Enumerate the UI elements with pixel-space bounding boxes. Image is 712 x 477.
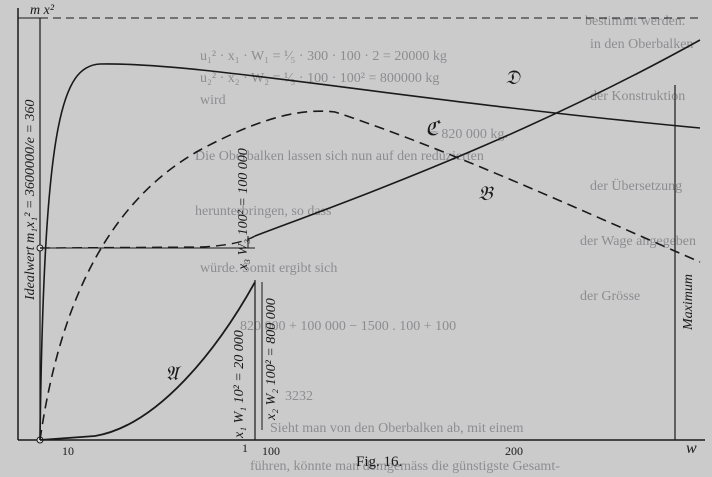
segment-label: x₂ W₂ 100² = 800 000 — [264, 298, 279, 421]
bleed-line: herunterbringen, so dass — [195, 204, 331, 219]
x-tick-label: 200 — [505, 444, 523, 458]
curve-label: ℭ — [425, 118, 442, 140]
bleed-line: würde. Somit ergibt sich — [200, 261, 337, 276]
segment-label: x₁ W₁ 10² = 20 000 — [232, 330, 247, 439]
ideal-value: Idealwert m₁x₁² = 3600000/e = 360 — [23, 100, 38, 301]
bleed-through: u₁² · x₁ · W₁ = ¹⁄₅ · 300 · 100 · 2 = 20… — [195, 14, 696, 474]
bleed-line: der Grösse — [580, 289, 640, 304]
curve-b-dashed — [39, 235, 256, 249]
x-tick-label: 1 — [242, 441, 248, 455]
bleed-line: der Übersetzung — [590, 177, 682, 194]
bleed-line: 3232 — [285, 389, 313, 404]
caption: Fig. 16. — [356, 454, 402, 470]
bleed-line: Die Oberbalken lassen sich nun auf den r… — [195, 149, 484, 164]
bleed-line: der Konstruktion — [590, 89, 685, 104]
axes — [17, 8, 705, 444]
bleed-line: Sieht man von den Oberbalken ab, mit ein… — [270, 421, 524, 436]
bleed-line: in den Oberbalken — [590, 37, 693, 52]
curve-label: 𝔅 — [478, 183, 494, 205]
bleed-line: = 820 000 kg. — [430, 127, 508, 142]
bleed-line: wird — [200, 93, 226, 108]
x-tick-label: 100 — [262, 444, 280, 458]
curve-c — [39, 110, 701, 441]
bleed-line: 820 000 + 100 000 − 1500 . 100 + 100 — [240, 319, 456, 334]
curve-d — [39, 63, 701, 441]
curve-a — [39, 281, 256, 441]
bleed-line: führen, könnte man demgemäss die günstig… — [250, 459, 560, 474]
curve-label: 𝔇 — [505, 67, 521, 89]
x-axis-label: w — [686, 440, 697, 457]
maximum-label: Maximum — [681, 274, 696, 331]
curve-label: 𝔄 — [165, 363, 182, 385]
bleed-line: u₁² · x₁ · W₁ = ¹⁄₅ · 300 · 100 · 2 = 20… — [200, 49, 447, 64]
bleed-line: der Wage angegeben — [580, 234, 696, 249]
bleed-line: bestimmt werden. — [585, 14, 685, 29]
y-axis-label: m x² — [30, 3, 55, 18]
x-tick-label: 10 — [62, 444, 74, 458]
bleed-line: u₂² · x₂ · W₂ = ¹⁄₅ · 100 · 100² = 80000… — [200, 71, 439, 86]
curve-b — [254, 39, 701, 237]
segment-label: x₃ W₃ 100² = 100 000 — [236, 148, 251, 271]
